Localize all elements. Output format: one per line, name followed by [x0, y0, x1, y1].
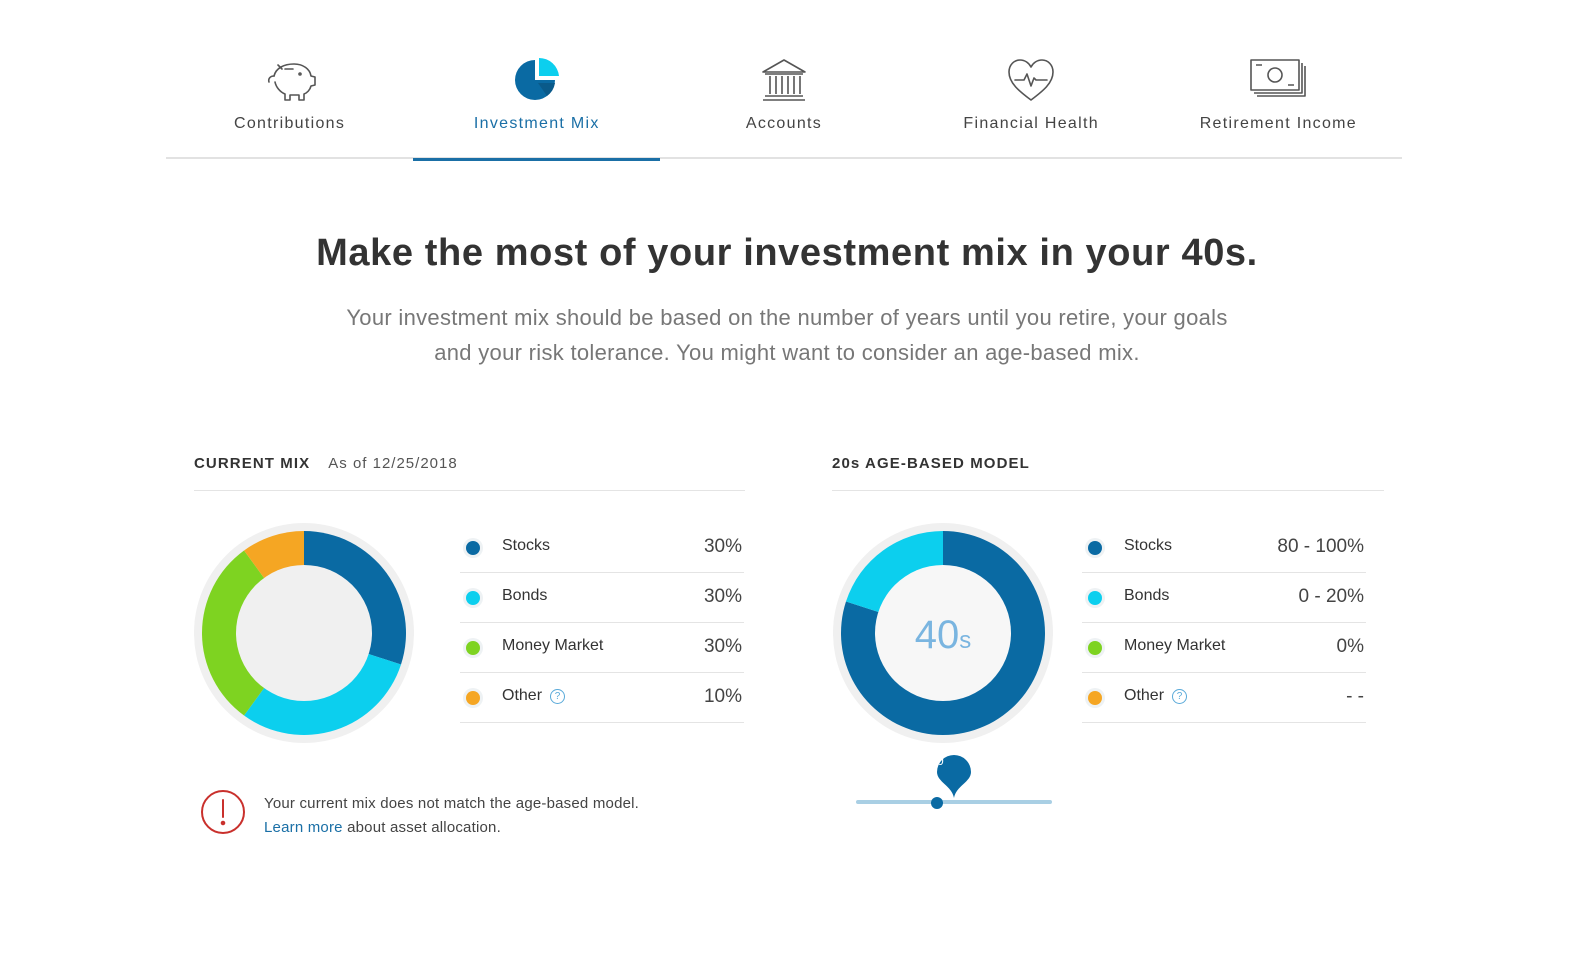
cash-stack-icon — [1248, 54, 1308, 106]
tab-contributions[interactable]: Contributions — [166, 40, 413, 159]
legend-color-dot — [1088, 691, 1102, 705]
tab-label: Contributions — [234, 115, 346, 132]
legend-value: 30% — [703, 536, 742, 557]
tab-investment-mix[interactable]: Investment Mix — [413, 40, 661, 161]
legend-label-text: Stocks — [1124, 537, 1173, 554]
help-question-icon[interactable]: ? — [1172, 688, 1188, 704]
center-age-suffix: s — [959, 627, 971, 654]
legend-label-text: Money Market — [1124, 637, 1226, 654]
tab-bar: Contributions Investment Mix Accounts — [166, 40, 1402, 161]
legend-label: Other? — [1124, 687, 1188, 705]
legend-label: Money Market — [502, 637, 603, 655]
legend-label-text: Stocks — [502, 537, 551, 554]
legend-row-money-market: Money Market 30% — [460, 623, 744, 673]
learn-more-link[interactable]: Learn more — [264, 819, 343, 836]
legend-row-bonds: Bonds 0 - 20% — [1082, 573, 1366, 623]
legend-color-dot — [466, 691, 480, 705]
legend-row-money-market: Money Market 0% — [1082, 623, 1366, 673]
legend-label: Money Market — [1124, 637, 1225, 655]
exclamation-circle-icon — [200, 789, 246, 835]
slider-value-label: 40 — [930, 754, 944, 768]
piggy-bank-icon — [260, 54, 320, 106]
legend-value: 10% — [703, 686, 742, 707]
legend-label: Stocks — [1124, 537, 1172, 555]
mix-mismatch-alert: Your current mix does not match the age-… — [200, 789, 740, 839]
legend-value: 0% — [1336, 636, 1364, 657]
legend-value: 30% — [703, 636, 742, 657]
legend-value: 0 - 20% — [1298, 586, 1364, 607]
legend-row-bonds: Bonds 30% — [460, 573, 744, 623]
legend-label: Bonds — [502, 587, 547, 605]
legend-label-text: Other — [1124, 687, 1165, 704]
tab-retirement-income[interactable]: Retirement Income — [1155, 40, 1402, 159]
age-slider[interactable]: 40 — [856, 742, 1054, 812]
tab-label: Accounts — [745, 115, 823, 132]
help-question-icon[interactable]: ? — [550, 688, 566, 704]
current-mix-title: CURRENT MIX — [194, 455, 311, 472]
legend-color-dot — [1088, 641, 1102, 655]
alert-message: Your current mix does not match the age-… — [264, 795, 640, 812]
page-title: Make the most of your investment mix in … — [316, 232, 1258, 274]
legend-row-stocks: Stocks 80 - 100% — [1082, 523, 1366, 573]
legend-label: Bonds — [1124, 587, 1169, 605]
legend-color-dot — [1088, 541, 1102, 555]
center-age-number: 40 — [915, 613, 960, 657]
legend-color-dot — [466, 591, 480, 605]
current-mix-date: As of 12/25/2018 — [328, 455, 458, 472]
age-based-model-donut-chart: 40s — [832, 522, 1054, 744]
legend-row-other: Other? 10% — [460, 673, 744, 723]
legend-color-dot — [466, 541, 480, 555]
legend-color-dot — [466, 641, 480, 655]
tab-label: Retirement Income — [1199, 115, 1357, 132]
description-line: and your risk tolerance. You might want … — [434, 340, 1140, 365]
legend-value: 80 - 100% — [1277, 536, 1364, 557]
page-description: Your investment mix should be based on t… — [0, 300, 1574, 370]
bank-building-icon — [754, 54, 814, 106]
legend-label-text: Other — [502, 687, 543, 704]
current-mix-donut-chart — [193, 522, 415, 744]
pie-chart-icon — [507, 54, 567, 106]
legend-value: 30% — [703, 586, 742, 607]
legend-color-dot — [1088, 591, 1102, 605]
legend-label-text: Money Market — [502, 637, 604, 654]
slider-handle[interactable] — [931, 797, 943, 809]
tab-financial-health[interactable]: Financial Health — [908, 40, 1155, 159]
legend-label: Stocks — [502, 537, 550, 555]
current-mix-legend: Stocks 30% Bonds 30% Money Market 30% Other? 10… — [460, 523, 744, 723]
current-mix-header: CURRENT MIX As of 12/25/2018 — [194, 455, 745, 491]
slider-track[interactable] — [856, 800, 1052, 804]
legend-label-text: Bonds — [502, 587, 548, 604]
description-line: Your investment mix should be based on t… — [346, 305, 1228, 330]
age-based-model-legend: Stocks 80 - 100% Bonds 0 - 20% Money Market 0… — [1082, 523, 1366, 723]
alert-line-2: Learn more about asset allocation. — [264, 816, 639, 840]
tab-label: Investment Mix — [473, 115, 600, 132]
age-based-model-title: 20s AGE-BASED MODEL — [832, 455, 1030, 472]
legend-label: Other? — [502, 687, 566, 705]
tab-label: Financial Health — [963, 115, 1099, 132]
alert-line-2-text: about asset allocation. — [342, 819, 501, 836]
tab-accounts[interactable]: Accounts — [660, 40, 907, 159]
legend-row-other: Other? - - — [1082, 673, 1366, 723]
heart-pulse-icon — [1001, 54, 1061, 106]
legend-value: - - — [1346, 686, 1364, 707]
slider-value-bubble[interactable] — [937, 755, 971, 798]
legend-label-text: Bonds — [1124, 587, 1170, 604]
legend-row-stocks: Stocks 30% — [460, 523, 744, 573]
donut-center-label: 40s — [915, 613, 972, 657]
age-based-model-header: 20s AGE-BASED MODEL — [832, 455, 1384, 491]
